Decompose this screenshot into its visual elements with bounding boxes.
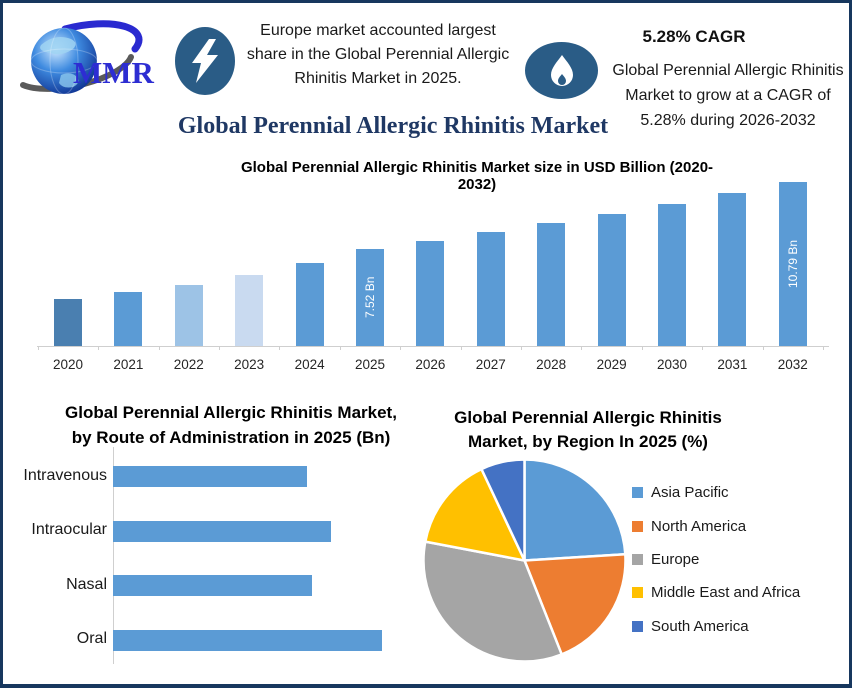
axis-tick [581, 346, 583, 350]
axis-tick [279, 346, 281, 350]
continent-shape [59, 73, 79, 88]
mmr-logo: MMR [20, 20, 155, 95]
legend-item-asia-pacific: Asia Pacific [632, 476, 800, 509]
year-label-2026: 2026 [415, 357, 446, 372]
legend-label: North America [651, 517, 747, 535]
globe-swoosh-icon [20, 20, 143, 95]
axis-tick [460, 346, 462, 350]
route-chart-axis [113, 447, 114, 664]
pie-slice-asia-pacific [523, 458, 627, 562]
legend-item-south-america: South America [632, 610, 800, 643]
legend-marker-icon [632, 520, 643, 532]
bar-chart-baseline [37, 346, 829, 347]
bar-2028 [537, 223, 566, 346]
axis-tick [219, 346, 220, 350]
pie-slice-middle-east-and-africa [424, 467, 526, 562]
axis-tick [98, 346, 100, 350]
bar-2026 [416, 241, 445, 346]
lightning-icon [192, 39, 218, 83]
logo-text: MMR [73, 55, 155, 90]
hbar-category-oral: Oral [76, 630, 107, 647]
bar-2020 [54, 299, 82, 346]
year-label-2021: 2021 [113, 357, 144, 372]
region-pie-legend: Asia Pacific North America Europe Middle Ea… [632, 476, 800, 643]
bar-2029 [597, 214, 626, 346]
year-label-2029: 2029 [596, 357, 627, 372]
bar-2031 [718, 193, 747, 346]
axis-tick [762, 346, 764, 350]
continent-shape [40, 37, 76, 55]
europe-highlight-note: Europe market accounted largest share in… [246, 22, 510, 87]
bar-2023 [235, 275, 264, 346]
year-label-2025: 2025 [354, 357, 386, 372]
year-label-2031: 2031 [717, 357, 748, 372]
axis-tick [158, 346, 160, 350]
bar-value-label-2025: 7.52 Bn [363, 276, 377, 319]
year-label-2023: 2023 [234, 357, 265, 372]
year-label-2024: 2024 [294, 357, 325, 372]
year-label-2022: 2022 [173, 357, 204, 372]
legend-label: Europe [651, 550, 700, 568]
legend-label: Asia Pacific [651, 484, 729, 502]
legend-marker-icon [632, 620, 643, 632]
hbar-intravenous [113, 466, 307, 487]
hbar-category-intravenous: Intravenous [23, 466, 107, 484]
hbar-category-intraocular: Intraocular [31, 521, 107, 538]
bar-2027 [476, 232, 505, 346]
route-chart-title: Global Perennial Allergic Rhinitis Marke… [65, 403, 397, 447]
cagr-description: Global Perennial Allergic Rhinitis Marke… [612, 62, 844, 129]
axis-tick [702, 346, 704, 350]
legend-label: South America [651, 617, 749, 635]
legend-label: Middle East and Africa [651, 584, 801, 602]
legend-item-europe: Europe [632, 543, 800, 576]
pie-slice-south-america [480, 458, 526, 562]
flame-icon [550, 54, 573, 86]
pie-slice-north-america [523, 552, 627, 656]
cagr-heading: 5.28% CAGR [642, 27, 746, 46]
bar-2030 [658, 204, 686, 346]
hbar-intraocular [113, 520, 331, 542]
bar-2024 [295, 263, 324, 346]
legend-item-north-america: North America [632, 509, 800, 542]
region-pie-title: Global Perennial Allergic Rhinitis Marke… [454, 408, 722, 451]
legend-item-middle-east-and-africa: Middle East and Africa [632, 576, 800, 609]
lightning-badge [175, 27, 235, 95]
legend-marker-icon [632, 487, 643, 499]
hbar-category-nasal: Nasal [66, 575, 107, 593]
year-label-2032: 2032 [777, 357, 808, 372]
legend-marker-icon [632, 587, 643, 599]
flame-badge [525, 42, 598, 99]
year-label-2028: 2028 [536, 357, 567, 372]
axis-tick [641, 346, 643, 350]
hbar-nasal [113, 575, 312, 596]
legend-marker-icon [632, 553, 643, 565]
pie-slice-europe [422, 540, 563, 663]
year-label-2020: 2020 [52, 357, 84, 372]
region-pie-chart [422, 458, 627, 663]
bar-2022 [174, 285, 203, 346]
bar-2025: 7.52 Bn [356, 249, 384, 346]
bar-2032: 10.79 Bn [778, 182, 807, 346]
hbar-oral [113, 629, 382, 651]
page-title: Global Perennial Allergic Rhinitis Marke… [177, 113, 609, 139]
year-label-2027: 2027 [475, 357, 506, 372]
year-label-2030: 2030 [656, 357, 688, 372]
axis-tick [37, 346, 39, 350]
axis-tick [400, 346, 402, 350]
axis-tick [339, 346, 341, 350]
bar-value-label-2032: 10.79 Bn [785, 239, 800, 289]
bar-2021 [114, 292, 143, 346]
axis-tick [823, 346, 824, 350]
axis-tick [521, 346, 522, 350]
bar-chart-title: Global Perennial Allergic Rhinitis Marke… [240, 159, 714, 193]
